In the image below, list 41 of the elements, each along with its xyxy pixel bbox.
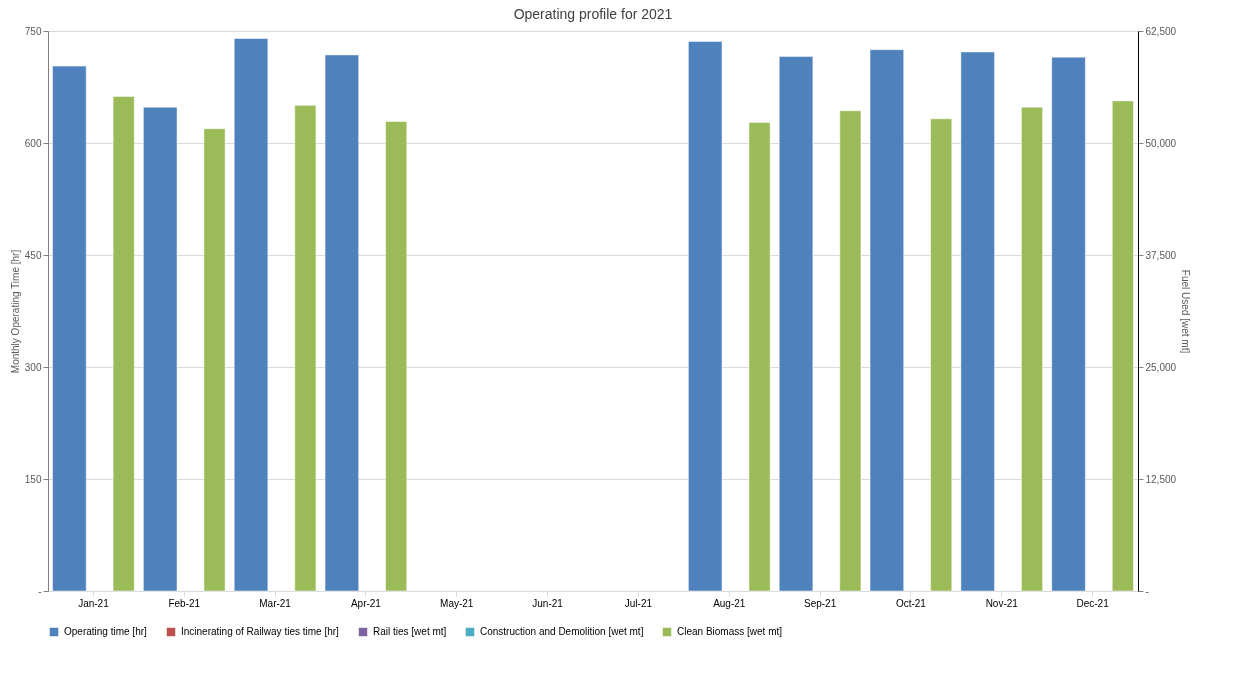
bar: [385, 121, 408, 592]
x-tick-label: Jul-21: [624, 597, 653, 609]
legend-label: Rail ties [wet mt]: [373, 626, 447, 637]
y-tick-label: 750: [24, 25, 42, 37]
bar: [294, 105, 317, 592]
bar: [112, 96, 135, 592]
bar: [1021, 106, 1043, 592]
legend-label: Construction and Demolition [wet mt]: [480, 626, 644, 637]
x-tick-label: Mar-21: [259, 597, 292, 609]
x-tick-label: Oct-21: [895, 597, 927, 609]
y2-tick-label: -: [1145, 585, 1149, 597]
chart-title: Operating profile for 2021: [513, 6, 673, 22]
x-tick-label: Jun-21: [532, 597, 564, 609]
y2-tick-label: 50,000: [1145, 137, 1177, 149]
legend-label: Incinerating of Railway ties time [hr]: [181, 626, 340, 637]
bar: [748, 122, 771, 592]
x-tick-label: Nov-21: [985, 597, 1019, 609]
x-tick-label: Feb-21: [168, 597, 201, 609]
y2-tick-label: 25,000: [1145, 361, 1177, 373]
legend-label: Operating time [hr]: [64, 626, 148, 637]
x-tick-label: Aug-21: [713, 597, 746, 609]
y-tick-label: 150: [24, 473, 42, 485]
y2-tick-label: 37,500: [1145, 249, 1177, 261]
y-axis-title: Monthly Operating Time [hr]: [9, 249, 21, 374]
bar: [1112, 100, 1134, 592]
y-tick-label: -: [38, 585, 42, 597]
y-tick-label: 600: [24, 137, 42, 149]
legend-label: Clean Biomass [wet mt]: [677, 626, 783, 637]
y2-tick-label: 62,500: [1145, 25, 1177, 37]
x-tick-label: Dec-21: [1076, 597, 1110, 609]
y-tick-label: 450: [24, 249, 42, 261]
bar: [839, 110, 862, 592]
y2-axis-title: Fuel Used [wet mt]: [1180, 269, 1192, 354]
x-tick-label: Apr-21: [350, 597, 382, 609]
y-tick-label: 300: [24, 361, 42, 373]
x-tick-label: Jan-21: [78, 597, 110, 609]
x-tick-label: Sep-21: [803, 597, 837, 609]
bar: [203, 128, 226, 592]
x-tick-label: May-21: [440, 597, 474, 609]
bar: [930, 118, 953, 592]
y2-tick-label: 12,500: [1145, 473, 1177, 485]
